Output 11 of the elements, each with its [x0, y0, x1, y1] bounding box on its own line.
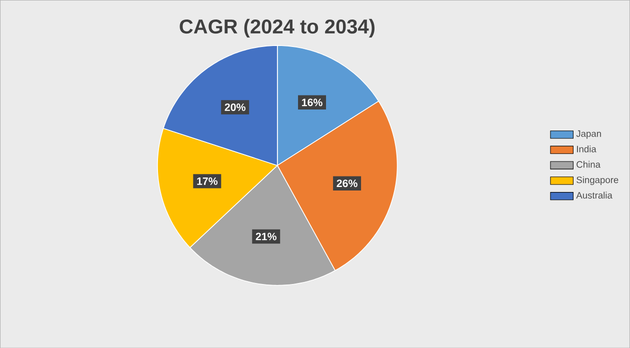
legend-label: India: [577, 145, 596, 152]
data-label: 20%: [224, 103, 246, 111]
data-label: 16%: [302, 98, 322, 106]
legend-label: Japan: [576, 130, 601, 139]
chart-title: CAGR (2024 to 2034): [180, 18, 374, 38]
legend-label: Singapore: [576, 176, 618, 185]
data-label: 21%: [256, 232, 276, 240]
legend-label: China: [576, 160, 601, 168]
legend-label: Australia: [576, 192, 612, 198]
data-label: 17%: [197, 177, 218, 185]
data-label: 26%: [336, 179, 358, 188]
